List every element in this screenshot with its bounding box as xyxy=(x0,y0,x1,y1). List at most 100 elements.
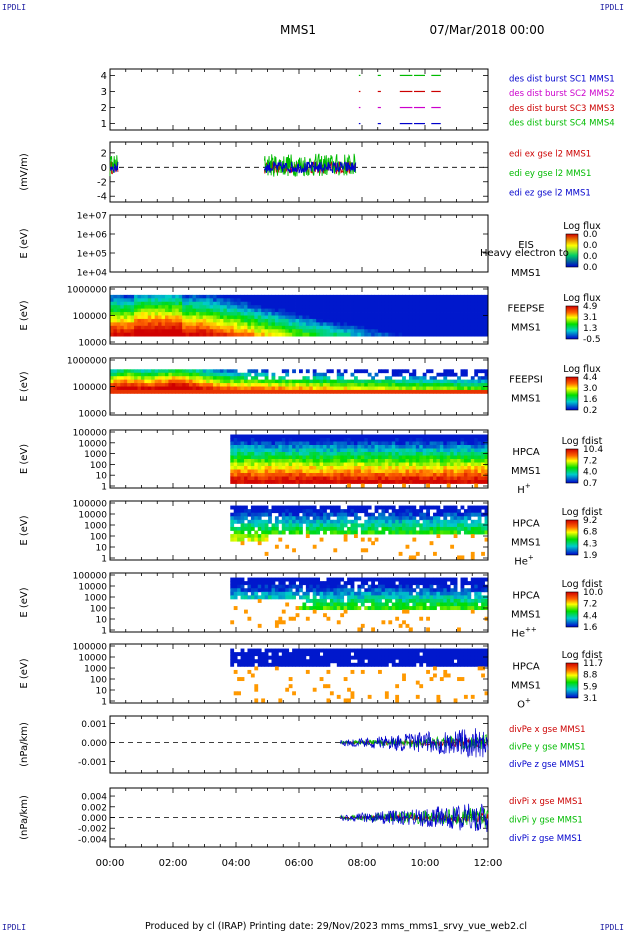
hpca-h-cell xyxy=(289,456,293,460)
hpca-he-cell xyxy=(247,534,251,538)
feepse-cell xyxy=(381,329,385,333)
feepsi-cell xyxy=(454,383,458,387)
feepsi-cell xyxy=(443,376,447,380)
feepsi-cell xyxy=(354,369,358,373)
feepsi-cell xyxy=(313,380,317,384)
hpca-h-cell xyxy=(461,438,465,442)
hpca-h-cell xyxy=(406,477,410,481)
feepse-cell xyxy=(436,302,440,306)
feepse-cell xyxy=(354,316,358,320)
hpca-he-cell xyxy=(471,509,475,513)
feepse-cell xyxy=(275,316,279,320)
feepsi-cell xyxy=(265,383,269,387)
hpca-he-cell xyxy=(381,513,385,517)
feepsi-cell xyxy=(234,390,238,394)
hpca-he2-cell xyxy=(254,578,258,582)
hpca-h-cell xyxy=(251,466,255,470)
hpca-he-cell xyxy=(412,509,416,513)
hpca-he-cell xyxy=(406,520,410,524)
hpca-he2-cell xyxy=(454,595,458,599)
hpca-he-cell xyxy=(381,527,385,531)
hpca-h-colorbar-tick: 10.4 xyxy=(583,445,603,455)
feepse-cell xyxy=(461,319,465,323)
hpca-he2-cell xyxy=(302,606,306,610)
feepse-cell xyxy=(409,302,413,306)
hpca-o-cell xyxy=(265,649,269,653)
hpca-h-cell xyxy=(272,435,276,439)
hpca-he2-cell xyxy=(326,606,330,610)
feepse-cell xyxy=(450,329,454,333)
feepse-cell xyxy=(392,333,396,337)
feepse-cell xyxy=(399,298,403,302)
hpca-he-cell xyxy=(326,506,330,510)
hpca-he2-cell xyxy=(323,588,327,592)
hpca-h-cell xyxy=(409,473,413,477)
feepse-cell xyxy=(144,326,148,330)
hpca-h-cell xyxy=(340,438,344,442)
feepsi-cell xyxy=(337,369,341,373)
feepsi-cell xyxy=(113,369,117,373)
hpca-he2-cell xyxy=(316,578,320,582)
feepse-cell xyxy=(182,329,186,333)
hpca-he-cell xyxy=(423,520,427,524)
hpca-he-cell xyxy=(381,516,385,520)
hpca-h-cell xyxy=(320,449,324,453)
hpca-he2-cell xyxy=(337,588,341,592)
feepse-cell xyxy=(474,333,478,337)
hpca-he2-cell xyxy=(419,581,423,585)
hpca-he2-cell xyxy=(371,627,375,631)
edi-legend-item: edi ez gse l2 MMS1 xyxy=(509,188,591,198)
hpca-he-cell xyxy=(275,520,279,524)
feepse-cell xyxy=(220,309,224,313)
hpca-h-cell xyxy=(320,480,324,484)
feepse-cell xyxy=(220,333,224,337)
feepsi-cell xyxy=(113,380,117,384)
feepse-cell xyxy=(406,305,410,309)
hpca-h-cell xyxy=(316,459,320,463)
hpca-h-cell xyxy=(289,442,293,446)
hpca-he2-cell xyxy=(258,581,262,585)
hpca-o-cell xyxy=(247,649,251,653)
hpca-h-cell xyxy=(412,473,416,477)
hpca-he-cell xyxy=(409,513,413,517)
feepse-cell xyxy=(419,309,423,313)
hpca-he2-cell xyxy=(306,581,310,585)
feepse-cell xyxy=(450,305,454,309)
hpca-h-cell xyxy=(320,459,324,463)
feepse-cell xyxy=(426,329,430,333)
feepse-cell xyxy=(309,322,313,326)
hpca-h-cell xyxy=(430,435,434,439)
hpca-h-cell xyxy=(285,480,289,484)
hpca-h-cell xyxy=(361,442,365,446)
feepsi-cell xyxy=(323,373,327,377)
hpca-h-cell xyxy=(357,456,361,460)
feepse-cell xyxy=(306,295,310,299)
hpca-h-cell xyxy=(392,445,396,449)
hpca-h-cell xyxy=(340,452,344,456)
hpca-he-cell xyxy=(299,520,303,524)
hpca-h-cell xyxy=(292,456,296,460)
hpca-he-cell xyxy=(254,531,258,535)
hpca-he-cell xyxy=(354,509,358,513)
feepse-cell xyxy=(203,333,207,337)
hpca-h-cell xyxy=(433,438,437,442)
feepse-cell xyxy=(278,302,282,306)
feepse-cell xyxy=(141,305,145,309)
feepse-cell xyxy=(447,298,451,302)
feepsi-cell xyxy=(385,369,389,373)
feepse-cell xyxy=(388,316,392,320)
feepse-cell xyxy=(230,319,234,323)
hpca-h-cell xyxy=(399,463,403,467)
feepsi-cell xyxy=(158,369,162,373)
hpca-he-cell xyxy=(354,506,358,510)
feepsi-cell xyxy=(244,390,248,394)
hpca-he-cell xyxy=(378,531,382,535)
hpca-he2-cell xyxy=(375,588,379,592)
hpca-h-cell xyxy=(378,456,382,460)
feepsi-cell xyxy=(364,369,368,373)
feepse-cell xyxy=(436,316,440,320)
feepse-cell xyxy=(158,309,162,313)
hpca-o-cell xyxy=(230,649,234,653)
hpca-h-cell xyxy=(323,466,327,470)
hpca-h-cell xyxy=(347,442,351,446)
